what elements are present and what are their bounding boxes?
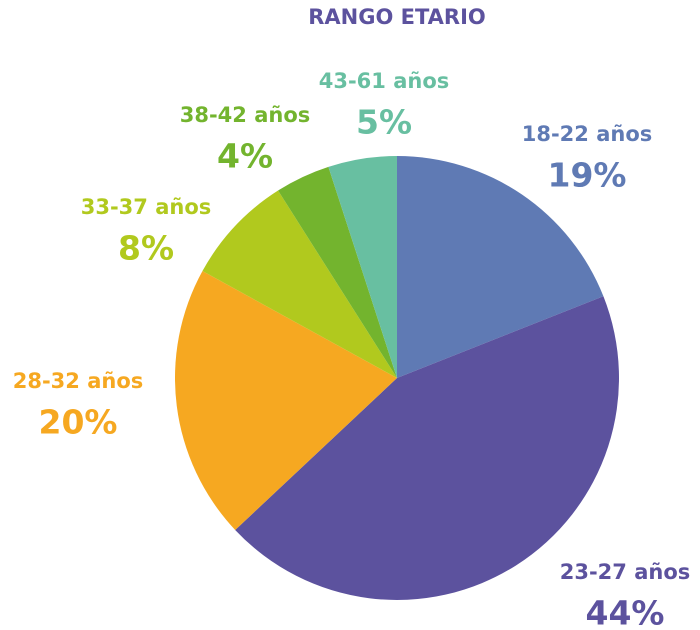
slice-value-label: 8% bbox=[118, 229, 174, 268]
slice-label: 38-42 años bbox=[180, 103, 311, 127]
slice-value-label: 5% bbox=[356, 103, 412, 142]
slice-value-label: 44% bbox=[586, 594, 665, 630]
pie-slice bbox=[202, 190, 397, 378]
slice-value-label: 4% bbox=[217, 137, 273, 176]
slice-label: 23-27 años bbox=[560, 560, 691, 584]
slice-label: 33-37 años bbox=[81, 195, 212, 219]
pie-slice bbox=[235, 296, 620, 601]
chart-title: RANGO ETARIO bbox=[308, 5, 486, 29]
slice-value-label: 19% bbox=[548, 156, 627, 195]
pie-slice bbox=[397, 156, 604, 378]
slice-label: 43-61 años bbox=[319, 69, 450, 93]
slice-label: 18-22 años bbox=[522, 122, 653, 146]
slice-label: 28-32 años bbox=[13, 369, 144, 393]
pie-slice bbox=[278, 166, 397, 378]
slice-value-label: 20% bbox=[39, 403, 118, 442]
pie-slice bbox=[328, 156, 397, 378]
pie-slice bbox=[174, 271, 397, 530]
